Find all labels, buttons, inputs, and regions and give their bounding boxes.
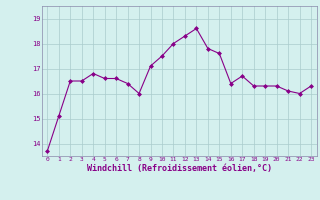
- X-axis label: Windchill (Refroidissement éolien,°C): Windchill (Refroidissement éolien,°C): [87, 164, 272, 173]
